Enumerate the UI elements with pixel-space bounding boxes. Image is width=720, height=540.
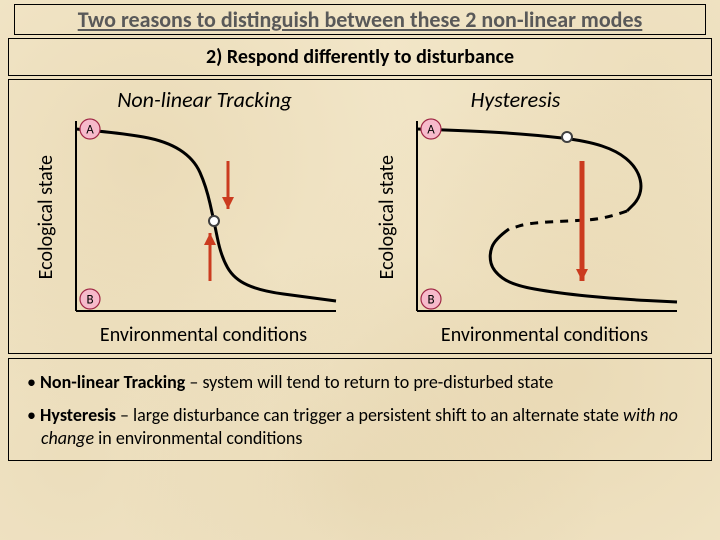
left-chart-title: Non-linear Tracking [49, 86, 360, 113]
diagram-panel: Non-linear Tracking Hysteresis Ecologica… [8, 79, 712, 354]
right-chart-title: Hysteresis [360, 86, 671, 113]
right-ylabel: Ecological state [375, 155, 399, 279]
page-subtitle: 2) Respond differently to disturbance [8, 38, 712, 76]
svg-text:A: A [427, 123, 435, 138]
page-title: Two reasons to distinguish between these… [14, 4, 706, 35]
svg-text:B: B [427, 293, 434, 308]
svg-text:A: A [86, 123, 94, 138]
right-chart-svg: AB [403, 115, 687, 319]
left-xlabel: Environmental conditions [100, 323, 307, 347]
bullet-1: • Non-linear Tracking – system will tend… [23, 371, 697, 394]
right-chart: Ecological state AB Environmental condit… [360, 115, 701, 347]
svg-text:B: B [86, 293, 93, 308]
left-chart-svg: AB [62, 115, 346, 319]
bullet-2: • Hysteresis – large disturbance can tri… [23, 404, 697, 450]
bullet-panel: • Non-linear Tracking – system will tend… [8, 358, 712, 461]
left-chart: Ecological state AB Environmental condit… [19, 115, 360, 347]
left-ylabel: Ecological state [34, 155, 58, 279]
right-xlabel: Environmental conditions [441, 323, 648, 347]
